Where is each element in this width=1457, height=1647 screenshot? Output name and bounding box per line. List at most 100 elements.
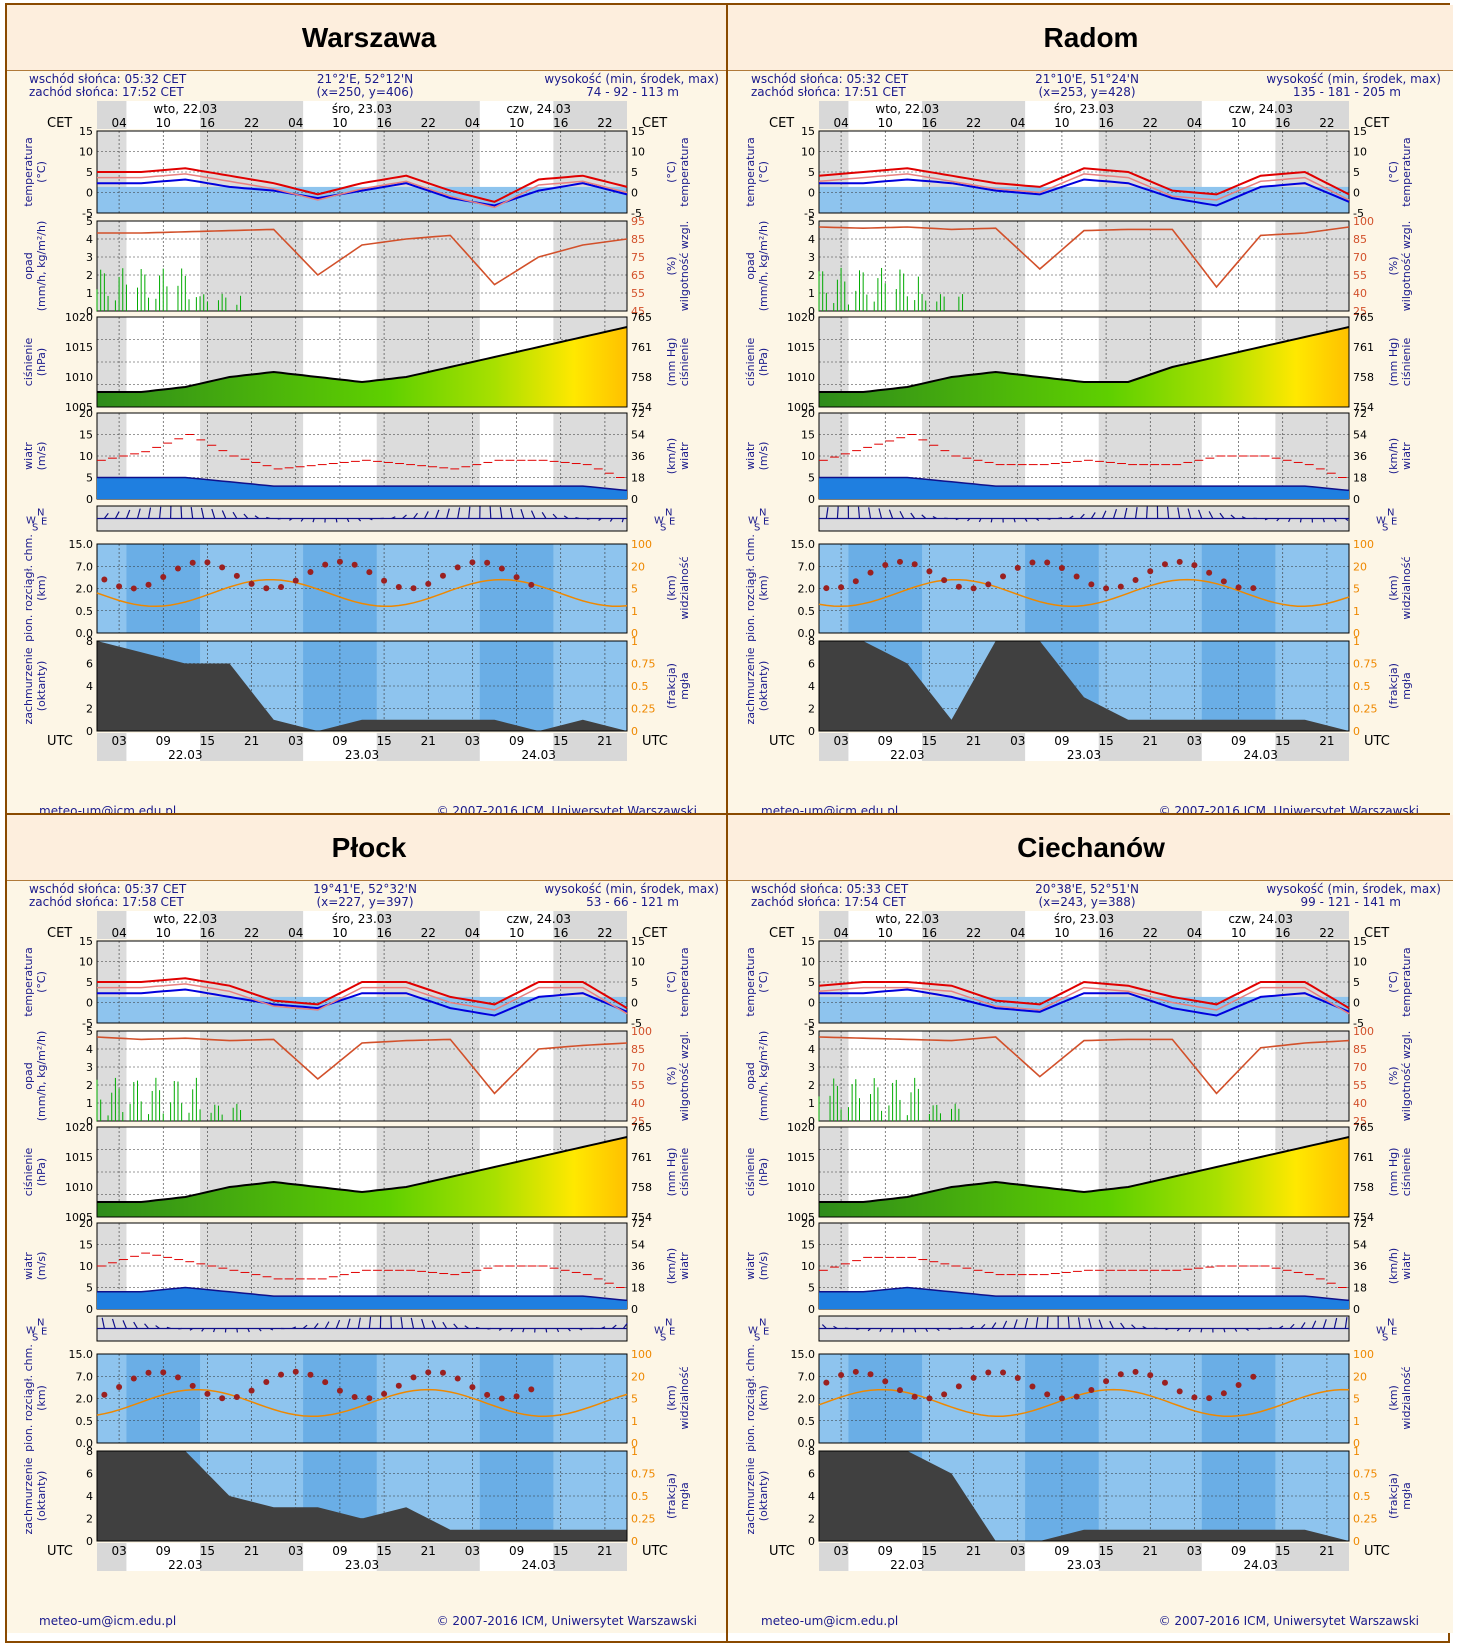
cloud-base-dot (307, 1371, 314, 1378)
temperature-chart (818, 130, 1350, 214)
wind-tick: 5 (86, 472, 93, 485)
humidity-tick: 100 (1353, 215, 1374, 228)
pressure-area (97, 327, 627, 407)
cloud-base-dot (395, 1382, 402, 1389)
wind-arrow (457, 507, 461, 519)
footer-email[interactable]: meteo-um@icm.edu.pl (761, 1614, 898, 1628)
night-band (200, 911, 304, 939)
wind-arrow (978, 518, 982, 523)
wind-arrow (825, 507, 829, 519)
vis-tick: 2.0 (76, 583, 94, 596)
utc-tick: 03 (288, 1544, 303, 1558)
cet-tick: 22 (244, 116, 259, 130)
precip-axis-label: opad (mm/h, kg/m²/h) (744, 221, 770, 312)
cloud-axis-label-line: zachmurzenie (22, 647, 35, 724)
cloud-base-dot (366, 1395, 373, 1402)
visibility-axis-label-line: widzialność (1400, 556, 1413, 619)
cloud-base-dot (381, 1390, 388, 1397)
cloud-axis-label-line: (oktanty) (35, 1471, 48, 1522)
wind-arrow (1299, 518, 1302, 523)
wind-arrow (552, 513, 558, 519)
wind-arrow (103, 512, 109, 519)
cloud-base-dot (233, 1393, 240, 1400)
cloud-tick: 8 (86, 1445, 93, 1458)
sunset-text: zachód słońca: 17:52 CET (29, 85, 184, 99)
cloud-base-dot (1250, 1373, 1257, 1380)
humidity-tick: 40 (1353, 287, 1367, 300)
cloud-base-dot (292, 577, 299, 584)
pressure-axis-label-line: (hPa) (757, 348, 770, 376)
pressure-tick: 1020 (65, 311, 93, 324)
sunset-text: zachód słońca: 17:58 CET (29, 895, 184, 909)
day-label: wto, 22.03 (153, 912, 217, 926)
wind-arrow (925, 1328, 929, 1332)
cet-tick: 10 (332, 116, 347, 130)
cet-tick: 22 (597, 116, 612, 130)
pressure-tick: 1015 (65, 341, 93, 354)
pressure-mmhg-axis-label-line: ciśnienie (678, 338, 691, 387)
fog-tick: 0.5 (631, 680, 649, 693)
pressure-mmhg-tick: 761 (631, 341, 652, 354)
cloud-base-dot (336, 1387, 343, 1394)
cloud-base-dot (970, 1374, 977, 1381)
cet-tick: 16 (1098, 926, 1113, 940)
station-panel: Płock wschód słońca: 05:37 CET zachód słoń… (7, 815, 731, 1633)
wind-arrow (1344, 518, 1349, 521)
fog-axis-label-line: mgła (678, 1482, 691, 1510)
wind-arrow (958, 1327, 963, 1330)
cet-tick: 16 (922, 926, 937, 940)
wind-chart (818, 1222, 1350, 1310)
fog-axis-label-line: (frakcja) (1387, 1473, 1400, 1519)
pressure-mmhg-axis-label-line: (mm Hg) (1387, 338, 1400, 387)
wind-arrow (346, 518, 350, 523)
pressure-axis-label: ciśnienie (hPa) (744, 1148, 770, 1197)
cloud-tick: 6 (86, 1468, 93, 1481)
vis-right-tick: 5 (1353, 1393, 1360, 1406)
temp-axis-label-right-line: temperatura (1400, 137, 1413, 206)
wind-arrow (1079, 513, 1085, 519)
utc-tick: 03 (111, 1544, 126, 1558)
utc-date: 24.03 (1243, 1558, 1277, 1572)
cloud-tick: 0 (808, 725, 815, 738)
temp-tick: 15 (79, 125, 93, 138)
temp-tick: 0 (808, 187, 815, 200)
wind-tick: 20 (79, 1217, 93, 1230)
cet-tick: 04 (465, 116, 480, 130)
wind-kmh-tick: 72 (631, 1217, 645, 1230)
wind-arrow (136, 508, 141, 519)
cloud-axis-label-line: (oktanty) (35, 661, 48, 712)
cloud-base-dot (1103, 585, 1110, 592)
cloud-tick: 0 (86, 1535, 93, 1548)
utc-tick: 03 (1010, 734, 1025, 748)
temp-tick-right: -5 (1353, 1017, 1364, 1030)
cloud-base-dot (263, 585, 270, 592)
humidity-tick: 100 (631, 1025, 652, 1038)
precip-tick: 2 (86, 1079, 93, 1092)
dewpoint-line (819, 178, 1350, 207)
cet-label-right: CET (1364, 116, 1389, 131)
wind-arrow (545, 1328, 548, 1333)
temp-tick-right: 0 (1353, 187, 1360, 200)
utc-date: 22.03 (168, 1558, 202, 1572)
precip-tick: 5 (86, 1025, 93, 1038)
pressure-tick: 1020 (787, 311, 815, 324)
footer-email[interactable]: meteo-um@icm.edu.pl (39, 1614, 176, 1628)
wind-arrow (967, 518, 971, 522)
precip-tick: 5 (808, 1025, 815, 1038)
night-band (1275, 101, 1349, 129)
compass-e-left: E (41, 1327, 47, 1338)
precip-axis-label-line: (mm/h, kg/m²/h) (757, 221, 770, 312)
utc-tick: 09 (1231, 734, 1246, 748)
precip-axis-label-line: (mm/h, kg/m²/h) (757, 1031, 770, 1122)
pressure-mmhg-axis-label: (mm Hg) ciśnienie (665, 338, 691, 387)
cloud-tick: 8 (808, 635, 815, 648)
compass-n-left: N (37, 1318, 44, 1329)
compass-n: N (665, 508, 672, 519)
wind-arrow (1288, 518, 1291, 523)
day-label: czw, 24.03 (506, 102, 571, 116)
wind-arrow (166, 1326, 171, 1330)
wind-arrow (1166, 506, 1170, 519)
pressure-mmhg-tick: 761 (1353, 341, 1374, 354)
visibility-axis-label: (km) widzialność (665, 556, 691, 619)
